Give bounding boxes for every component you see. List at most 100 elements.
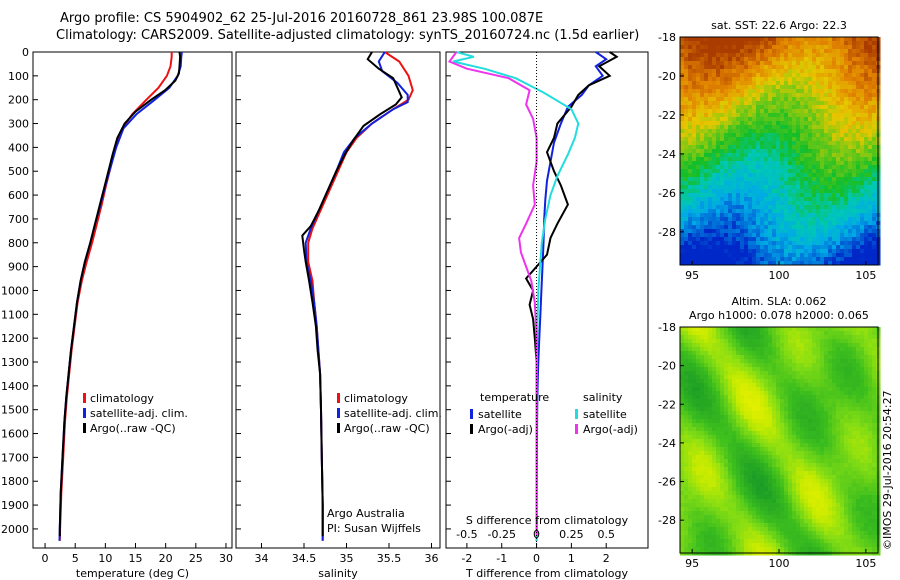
map-cell (684, 367, 689, 372)
map-cell (836, 185, 841, 190)
map-cell (780, 73, 785, 78)
map-cell (704, 431, 709, 436)
map-cell (720, 257, 725, 262)
map-cell (704, 447, 709, 452)
map-cell (692, 367, 697, 372)
map-cell (796, 205, 801, 210)
map-cell (688, 57, 693, 62)
map-cell (772, 189, 777, 194)
map-cell (820, 117, 825, 122)
map-cell (740, 145, 745, 150)
map-cell (760, 181, 765, 186)
map-cell (780, 141, 785, 146)
map-cell (816, 65, 821, 70)
map-cell (744, 451, 749, 456)
map-cell (772, 415, 777, 420)
map-cell (732, 343, 737, 348)
map-cell (784, 85, 789, 90)
map-cell (716, 129, 721, 134)
map-cell (720, 351, 725, 356)
map-cell (796, 387, 801, 392)
map-cell (852, 121, 857, 126)
map-cell (840, 407, 845, 412)
map-cell (820, 233, 825, 238)
map-cell (804, 335, 809, 340)
map-cell (744, 241, 749, 246)
map-cell (860, 327, 865, 332)
map-cell (784, 105, 789, 110)
map-cell (684, 439, 689, 444)
map-cell (868, 411, 873, 416)
map-cell (772, 61, 777, 66)
map-cell (820, 197, 825, 202)
map-cell (804, 403, 809, 408)
map-cell (780, 237, 785, 242)
map-cell (828, 479, 833, 484)
map-cell (772, 383, 777, 388)
map-cell (824, 217, 829, 222)
map-cell (824, 463, 829, 468)
map-cell (808, 387, 813, 392)
map-cell (796, 185, 801, 190)
map-cell (848, 37, 853, 42)
map-cell (700, 363, 705, 368)
map-cell (692, 443, 697, 448)
map-cell (716, 411, 721, 416)
map-cell (716, 157, 721, 162)
map-cell (764, 97, 769, 102)
map-cell (716, 387, 721, 392)
map-cell (780, 245, 785, 250)
map-cell (684, 403, 689, 408)
map-cell (824, 257, 829, 262)
map-cell (788, 113, 793, 118)
map-cell (832, 363, 837, 368)
map-cell (692, 225, 697, 230)
map-cell (852, 45, 857, 50)
map-cell (764, 221, 769, 226)
map-cell (836, 479, 841, 484)
map-cell (712, 331, 717, 336)
map-cell (788, 237, 793, 242)
map-cell (756, 249, 761, 254)
map-cell (732, 121, 737, 126)
title-line-2: Climatology: CARS2009. Satellite-adjuste… (56, 28, 640, 43)
map-cell (852, 363, 857, 368)
map-cell (696, 145, 701, 150)
map-cell (792, 415, 797, 420)
map-cell (836, 149, 841, 154)
map-cell (740, 189, 745, 194)
map-cell (824, 125, 829, 130)
map-cell (840, 399, 845, 404)
map-cell (852, 391, 857, 396)
map-cell (820, 411, 825, 416)
map-cell (728, 253, 733, 258)
map-cell (836, 173, 841, 178)
map-cell (824, 443, 829, 448)
map-cell (688, 81, 693, 86)
map-cell (748, 133, 753, 138)
map-cell (756, 165, 761, 170)
map-cell (756, 399, 761, 404)
map-cell (824, 447, 829, 452)
map-cell (696, 37, 701, 42)
map-cell (860, 383, 865, 388)
map-cell (700, 407, 705, 412)
map-cell (696, 387, 701, 392)
map-cell (784, 41, 789, 46)
map-cell (728, 201, 733, 206)
map-cell (824, 411, 829, 416)
map-cell (828, 347, 833, 352)
map-cell (704, 241, 709, 246)
map-cell (852, 145, 857, 150)
map-cell (836, 335, 841, 340)
map-cell (804, 463, 809, 468)
map-cell (684, 225, 689, 230)
map-cell (792, 351, 797, 356)
map-cell (804, 419, 809, 424)
map-cell (812, 73, 817, 78)
map-cell (812, 439, 817, 444)
map-cell (772, 129, 777, 134)
map-cell (808, 479, 813, 484)
map-cell (748, 383, 753, 388)
map-cell (768, 395, 773, 400)
